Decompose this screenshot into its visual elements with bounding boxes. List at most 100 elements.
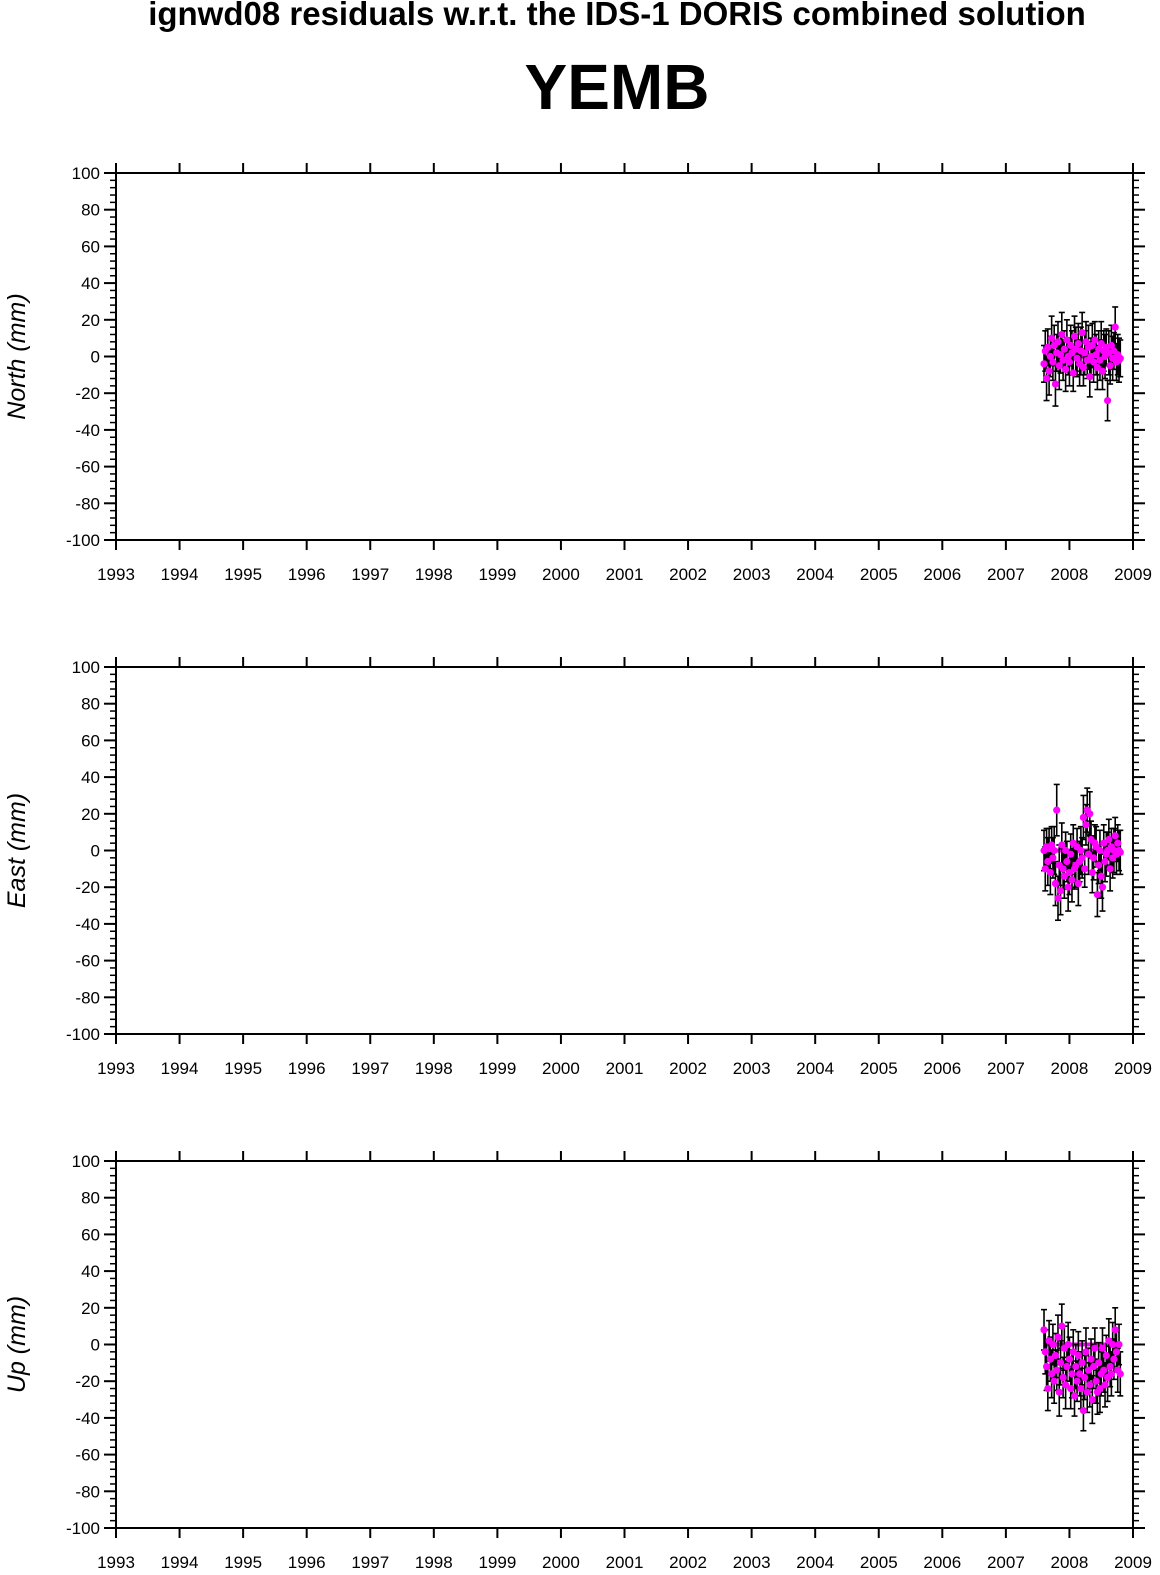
- data-point: [1060, 345, 1068, 353]
- y-tick-label: 100: [72, 1152, 100, 1171]
- y-tick-label: -60: [75, 1446, 100, 1465]
- data-point: [1058, 1322, 1066, 1330]
- x-tick-label: 2007: [987, 1553, 1025, 1572]
- data-point: [1100, 839, 1108, 847]
- data-point: [1093, 363, 1102, 372]
- data-point: [1105, 835, 1113, 844]
- data-point: [1048, 334, 1056, 342]
- x-tick-label: 1998: [415, 1059, 453, 1078]
- x-tick-label: 1993: [97, 1553, 135, 1572]
- data-point: [1088, 341, 1096, 350]
- data-point: [1072, 1362, 1080, 1371]
- x-tick-label: 2001: [606, 1553, 644, 1572]
- x-tick-label: 2002: [669, 565, 707, 584]
- data-point: [1051, 380, 1060, 388]
- x-tick-label: 1996: [288, 1059, 326, 1078]
- data-point: [1111, 323, 1119, 331]
- data-point: [1079, 813, 1088, 822]
- data-point: [1097, 872, 1105, 880]
- x-tick-label: 2004: [796, 1059, 834, 1078]
- y-tick-label: -40: [75, 915, 100, 934]
- y-tick-label: 40: [81, 274, 100, 293]
- x-tick-label: 2002: [669, 1059, 707, 1078]
- data-point: [1097, 340, 1105, 348]
- x-tick-label: 2000: [542, 1553, 580, 1572]
- data-point: [1054, 894, 1062, 902]
- y-tick-label: -80: [75, 988, 100, 1007]
- data-point: [1088, 1395, 1096, 1404]
- data-point: [1112, 1348, 1121, 1356]
- data-point: [1051, 1351, 1060, 1360]
- data-point: [1068, 876, 1076, 884]
- x-tick-label: 1996: [288, 1553, 326, 1572]
- data-point: [1110, 1355, 1118, 1363]
- data-point: [1077, 846, 1085, 855]
- x-tick-label: 1994: [161, 1553, 199, 1572]
- data-point: [1065, 1355, 1074, 1363]
- data-point: [1092, 1377, 1100, 1385]
- data-point: [1048, 841, 1056, 849]
- data-point: [1114, 839, 1122, 847]
- data-point: [1111, 1326, 1119, 1334]
- data-point: [1069, 1348, 1077, 1356]
- data-point: [1050, 1377, 1058, 1385]
- y-tick-label: 20: [81, 311, 100, 330]
- x-tick-label: 2009: [1114, 565, 1152, 584]
- data-point: [1059, 1373, 1067, 1382]
- data-point: [1086, 373, 1094, 381]
- data-point: [1056, 351, 1065, 359]
- data-point: [1063, 1362, 1071, 1371]
- data-point: [1053, 806, 1061, 814]
- data-point: [1092, 351, 1100, 359]
- plot-frame: [115, 666, 1134, 1035]
- y-tick-label: -100: [66, 1519, 100, 1538]
- y-axis-label: North (mm): [3, 293, 31, 419]
- data-point: [1077, 1384, 1085, 1393]
- x-tick-label: 2000: [542, 1059, 580, 1078]
- x-tick-label: 2003: [733, 565, 771, 584]
- data-point: [1091, 1344, 1099, 1352]
- data-point: [1098, 1344, 1107, 1352]
- y-tick-label: 100: [72, 164, 100, 183]
- y-tick-label: -100: [66, 531, 100, 550]
- data-point: [1062, 1381, 1070, 1389]
- y-tick-label: 20: [81, 1299, 100, 1318]
- data-point: [1042, 374, 1051, 383]
- x-tick-label: 2001: [606, 1059, 644, 1078]
- data-point: [1045, 367, 1053, 375]
- x-tick-label: 1995: [224, 565, 262, 584]
- data-points: [1040, 323, 1124, 405]
- data-point: [1044, 1384, 1052, 1393]
- data-point: [1040, 1326, 1048, 1334]
- data-point: [1044, 857, 1052, 866]
- data-point: [1073, 354, 1081, 362]
- data-point: [1073, 1377, 1081, 1385]
- data-point: [1082, 821, 1090, 829]
- x-tick-label: 2005: [860, 565, 898, 584]
- y-tick-label: -80: [75, 494, 100, 513]
- data-point: [1056, 1359, 1065, 1367]
- y-axis-label: East (mm): [3, 793, 31, 908]
- y-axis-label: Up (mm): [3, 1296, 31, 1393]
- data-point: [1079, 1406, 1088, 1415]
- data-point: [1059, 865, 1067, 873]
- data-point: [1063, 336, 1071, 344]
- x-tick-label: 2005: [860, 1553, 898, 1572]
- data-point: [1086, 810, 1094, 818]
- x-tick-label: 2007: [987, 1059, 1025, 1078]
- data-point: [1091, 336, 1099, 344]
- data-point: [1078, 329, 1086, 337]
- y-tick-label: 0: [91, 1336, 100, 1355]
- data-point: [1065, 868, 1074, 877]
- x-tick-label: 2003: [733, 1553, 771, 1572]
- x-tick-label: 2008: [1051, 565, 1089, 584]
- x-tick-label: 1998: [415, 565, 453, 584]
- data-point: [1065, 358, 1074, 366]
- data-point: [1062, 846, 1070, 855]
- data-point: [1098, 883, 1107, 891]
- data-point: [1054, 1333, 1062, 1341]
- data-point: [1093, 890, 1102, 899]
- data-point: [1087, 1355, 1095, 1363]
- x-tick-label: 1995: [224, 1553, 262, 1572]
